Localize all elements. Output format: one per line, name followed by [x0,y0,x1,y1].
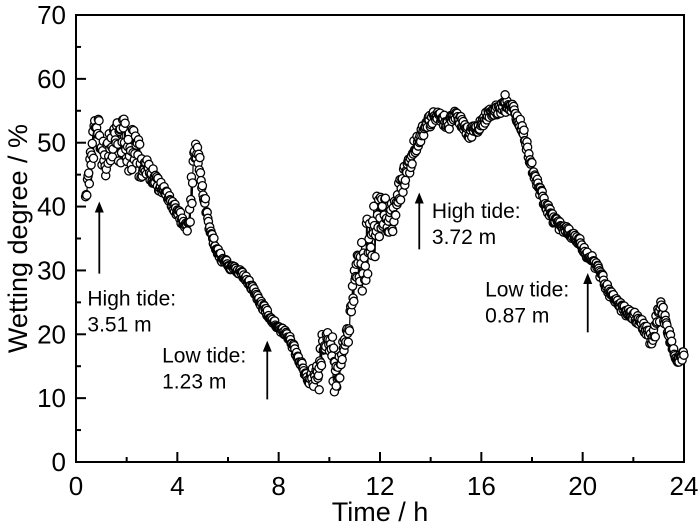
data-point [343,337,354,347]
y-tick-label: 20 [37,319,66,349]
annotation-line: High tide: [87,288,176,311]
annotation-text-high-tide-2: High tide: 3.72 m [432,200,521,249]
data-series-wetting-degree [80,90,689,397]
data-point [328,343,339,353]
data-point [327,332,338,342]
y-tick-label: 0 [52,447,66,477]
annotation-low-tide-1: Low tide: 1.23 m [162,340,272,400]
data-point [187,198,197,209]
data-point [527,157,537,168]
data-point [337,354,347,365]
data-point [360,261,371,271]
data-point [374,231,385,242]
y-tick-label: 50 [37,128,66,158]
data-point [120,118,130,128]
x-tick-label: 16 [467,471,496,501]
data-point [366,242,376,253]
data-point [187,178,198,188]
data-point [197,180,208,191]
x-tick-label: 8 [271,471,285,501]
data-point [395,195,406,205]
annotation-line: 3.72 m [432,226,496,249]
data-point [407,159,417,169]
annotation-line: 3.51 m [87,314,151,337]
data-point [82,190,92,201]
x-axis-title: Time / h [332,497,429,527]
annotation-arrowhead-up [583,272,593,284]
tick-labels: 0 4 8 12 16 20 24 0 10 20 30 40 50 60 70 [37,0,698,501]
data-point [519,125,529,135]
data-point [356,237,367,248]
data-point-outlier [314,385,324,395]
data-point [182,226,192,236]
data-point [679,350,689,360]
annotation-line: Low tide: [162,345,246,368]
data-point [390,210,401,220]
y-axis-title: Wetting degree / % [3,124,33,353]
data-point [134,139,145,150]
data-point [200,193,211,204]
data-point-outlier [500,90,510,100]
y-tick-label: 30 [37,255,66,285]
annotation-line: High tide: [432,200,521,223]
data-point [650,332,661,342]
annotation-low-tide-2: Low tide: 0.87 m [485,272,593,333]
annotation-text-low-tide-1: Low tide: 1.23 m [162,345,246,394]
data-point [195,168,206,178]
data-point [127,164,137,175]
data-point [195,152,205,163]
data-point [658,302,668,313]
y-tick-label: 60 [37,64,66,94]
data-point [349,296,359,307]
axis-ticks [75,14,685,463]
data-point [370,251,380,262]
data-point [387,226,398,237]
data-point [316,360,327,371]
data-point [87,138,98,149]
x-tick-label: 0 [69,471,83,501]
y-tick-label: 40 [37,192,66,222]
data-point [357,286,368,296]
data-point [335,373,345,383]
data-point [209,233,219,243]
x-tick-label: 24 [670,471,699,501]
data-point [83,168,94,178]
data-point-outlier [331,381,341,391]
data-point [380,193,391,204]
annotation-arrowhead-up [414,192,424,204]
data-point [84,178,95,189]
x-tick-label: 20 [568,471,597,501]
data-point [400,175,411,186]
x-tick-label: 12 [366,471,395,501]
data-point [362,269,373,279]
annotation-high-tide-2: High tide: 3.72 m [414,192,521,250]
data-point [344,326,355,336]
data-point [185,217,195,227]
annotation-text-low-tide-2: Low tide: 0.87 m [485,279,569,328]
annotation-line: 1.23 m [162,371,226,394]
y-tick-label: 70 [37,0,66,30]
y-tick-label: 10 [37,383,66,413]
annotation-line: Low tide: [485,279,569,302]
annotation-text-high-tide-1: High tide: 3.51 m [87,288,176,337]
annotation-high-tide-1: High tide: 3.51 m [87,201,176,337]
x-tick-label: 4 [170,471,184,501]
data-point [94,115,104,126]
data-point [88,153,99,164]
annotation-arrowhead-up [94,201,104,213]
annotation-line: 0.87 m [485,305,549,328]
annotation-arrowhead-up [262,340,272,352]
